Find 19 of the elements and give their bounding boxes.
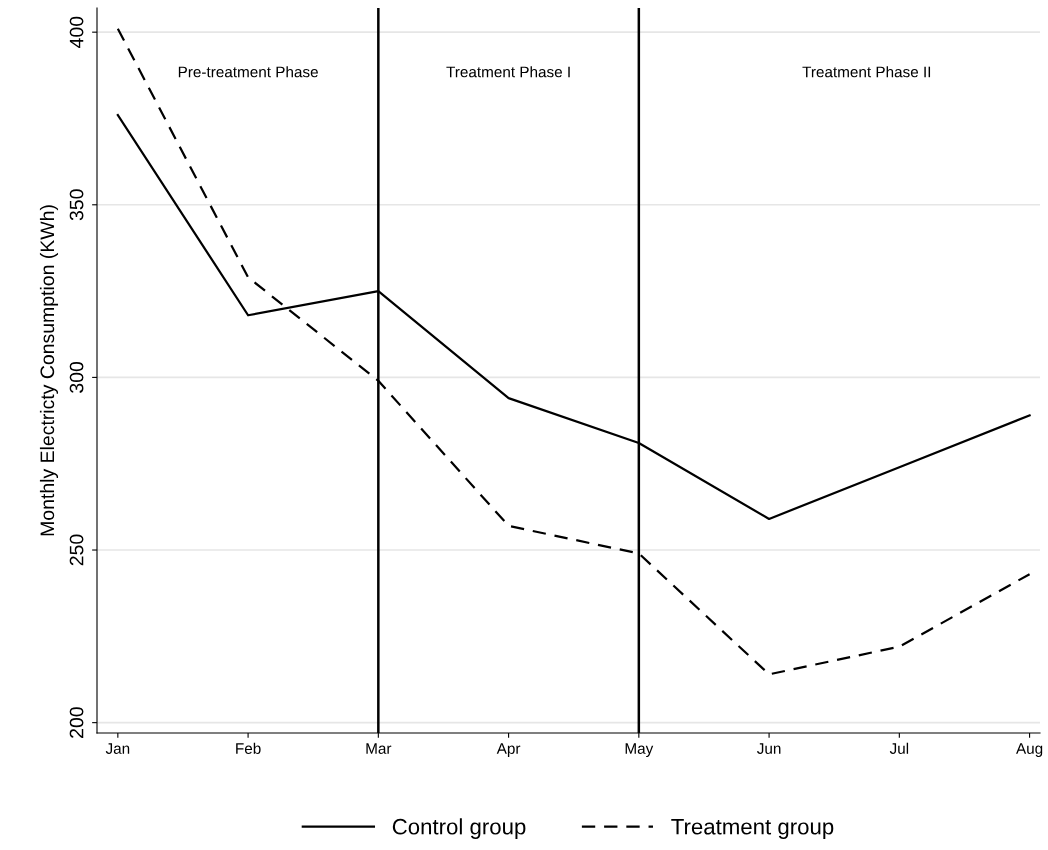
y-tick-label: 300 [69, 361, 84, 393]
annotation: Treatment Phase I [446, 66, 570, 78]
y-tick-label: 350 [69, 189, 84, 221]
legend-label: Treatment group [671, 819, 834, 839]
x-tick-label: Aug [1016, 743, 1043, 757]
y-tick-label: 200 [69, 707, 84, 738]
x-tick-label: Apr [496, 743, 521, 757]
y-tick-label: 250 [69, 534, 84, 566]
x-tick-label: Mar [366, 743, 392, 754]
legend-label: Control group [392, 818, 526, 839]
x-tick-label: May [625, 743, 654, 757]
x-tick-label: Jan [105, 743, 130, 754]
y-tick-label: 400 [69, 16, 84, 48]
x-tick-label: Jul [889, 742, 909, 754]
x-tick-label: Feb [236, 742, 261, 754]
annotation: Treatment Phase II [802, 66, 931, 78]
annotation: Pre-treatment Phase [178, 66, 318, 78]
x-tick-label: Jun [757, 743, 781, 754]
y-axis-title: Monthly Electricty Consumption (KWh) [39, 205, 59, 536]
